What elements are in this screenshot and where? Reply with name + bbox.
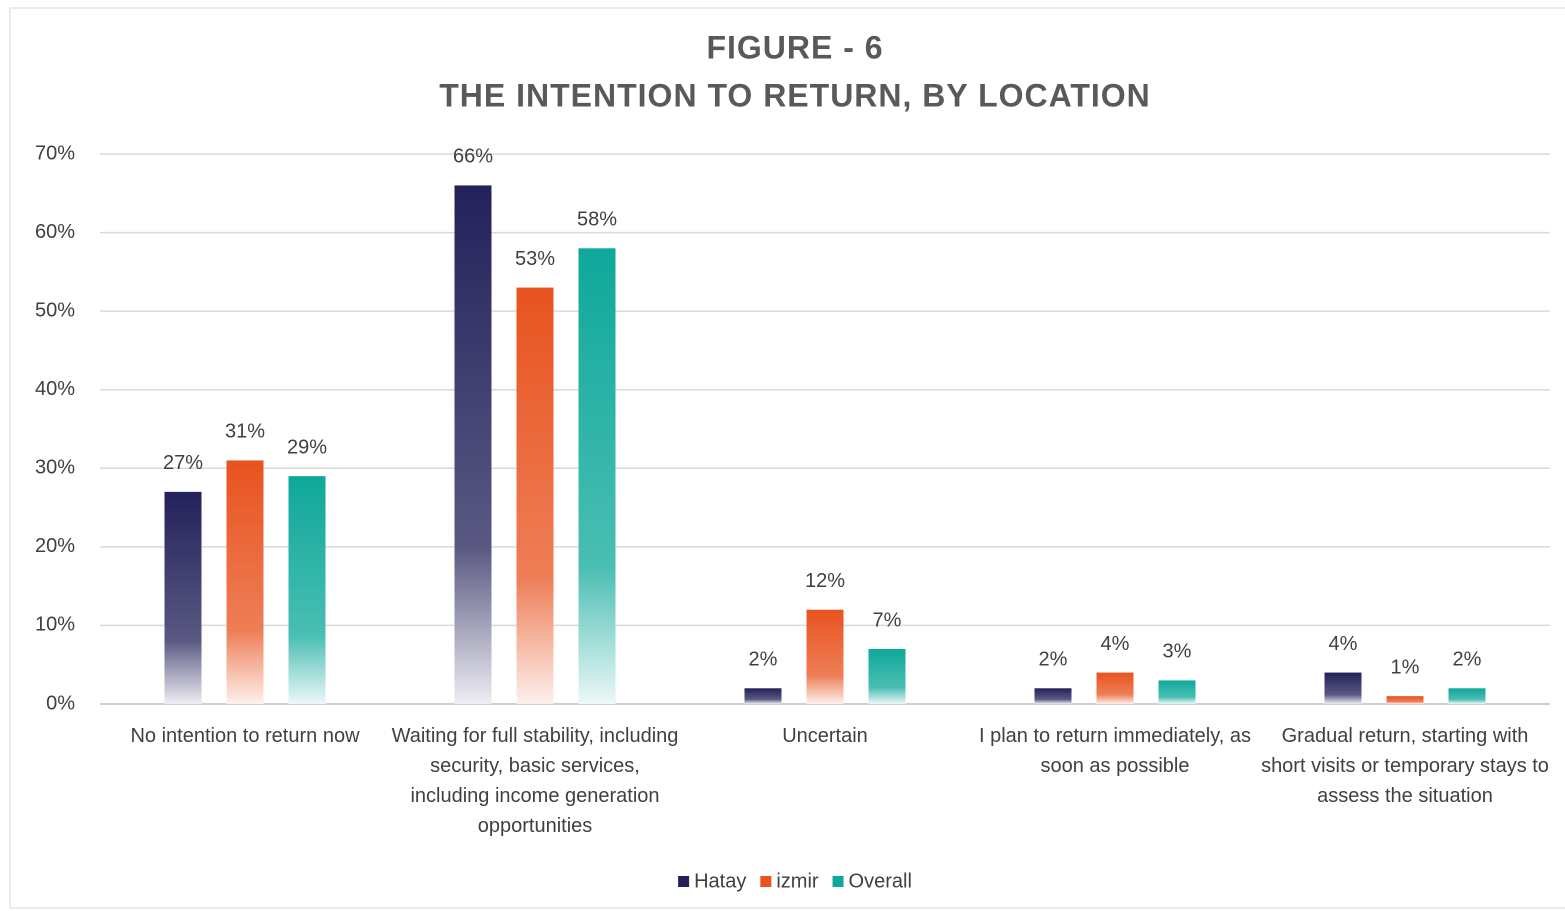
bar — [516, 287, 554, 704]
y-tick-label: 50% — [35, 299, 75, 321]
legend-label: izmir — [776, 870, 819, 892]
bar — [164, 491, 202, 704]
data-label: 12% — [805, 570, 845, 592]
data-label: 31% — [225, 421, 265, 443]
bar — [1324, 672, 1362, 704]
data-label: 7% — [873, 609, 902, 631]
x-tick-label: I plan to return immediately, as soon as… — [979, 725, 1251, 777]
x-tick-label: Waiting for full stability, including se… — [391, 725, 679, 837]
legend-label: Overall — [849, 870, 912, 892]
x-tick-label: No intention to return now — [130, 725, 360, 747]
data-label: 58% — [577, 209, 617, 231]
bar — [1096, 672, 1134, 704]
y-tick-label: 60% — [35, 221, 75, 243]
chart-subtitle: THE INTENTION TO RETURN, BY LOCATION — [439, 77, 1151, 113]
y-tick-label: 10% — [35, 614, 75, 636]
y-tick-label: 40% — [35, 378, 75, 400]
bar — [1386, 696, 1424, 704]
bar — [1448, 688, 1486, 704]
data-label: 4% — [1101, 633, 1130, 655]
x-tick-label: Uncertain — [782, 725, 868, 747]
data-label: 2% — [749, 649, 778, 671]
data-label: 53% — [515, 248, 555, 270]
legend-item: izmir — [760, 870, 819, 892]
bar — [578, 248, 616, 705]
bar — [744, 688, 782, 704]
data-label: 1% — [1391, 656, 1420, 678]
bar — [868, 649, 906, 704]
data-label: 2% — [1453, 649, 1482, 671]
data-label: 2% — [1039, 649, 1068, 671]
legend-swatch — [760, 876, 772, 887]
bar — [288, 476, 326, 704]
y-tick-label: 70% — [35, 142, 75, 164]
data-label: 27% — [163, 452, 203, 474]
data-label: 29% — [287, 436, 327, 458]
data-label: 3% — [1163, 641, 1192, 663]
y-tick-label: 30% — [35, 457, 75, 479]
y-tick-label: 20% — [35, 535, 75, 557]
bar — [806, 609, 844, 704]
legend-label: Hatay — [694, 870, 746, 892]
legend-swatch — [678, 876, 690, 887]
legend-item: Overall — [832, 870, 912, 892]
bar — [226, 460, 264, 704]
bar — [1158, 680, 1196, 704]
bar — [1034, 688, 1072, 704]
bar — [454, 185, 492, 704]
x-tick-label: Gradual return, starting with short visi… — [1261, 725, 1549, 807]
data-label: 66% — [453, 146, 493, 168]
chart-title: FIGURE - 6 — [706, 29, 883, 65]
data-label: 4% — [1329, 633, 1358, 655]
legend-swatch — [832, 876, 844, 887]
y-tick-label: 0% — [46, 692, 75, 714]
legend-item: Hatay — [678, 870, 746, 892]
chart-border — [9, 7, 1565, 909]
